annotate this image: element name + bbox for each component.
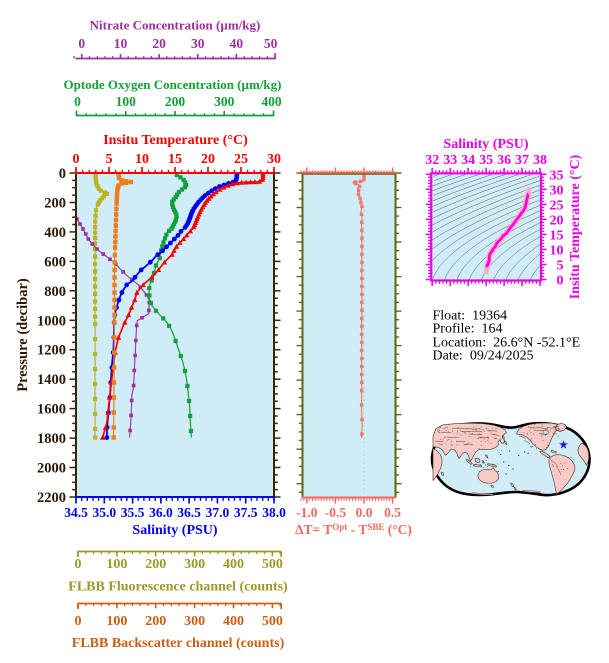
svg-text:10: 10 [135,152,149,167]
svg-text:300: 300 [214,94,235,109]
svg-text:32: 32 [425,153,439,168]
svg-text:1200: 1200 [37,343,66,359]
svg-text:Salinity (PSU): Salinity (PSU) [443,137,529,152]
svg-text:ΔT= TOpt - TSBE (°C): ΔT= TOpt - TSBE (°C) [295,522,412,537]
svg-text:50: 50 [264,36,278,51]
svg-text:34.5: 34.5 [64,505,88,520]
svg-text:0: 0 [557,274,564,289]
svg-text:Optode Oxygen Concentration (µ: Optode Oxygen Concentration (µm/kg) [63,77,281,92]
svg-text:200: 200 [145,614,166,629]
svg-text:0: 0 [59,166,66,182]
svg-text:600: 600 [44,254,66,270]
svg-text:Location: 26.6°N -52.1°E: Location: 26.6°N -52.1°E [433,336,581,351]
svg-text:200: 200 [145,557,166,572]
svg-text:20: 20 [201,152,215,167]
svg-text:10: 10 [114,36,128,51]
svg-text:37.0: 37.0 [206,505,230,520]
svg-text:2200: 2200 [37,490,66,506]
svg-text:34: 34 [461,153,475,168]
svg-text:FLBB Fluorescence channel (cou: FLBB Fluorescence channel (counts) [68,580,288,595]
svg-text:30: 30 [267,152,281,167]
svg-text:300: 300 [184,614,205,629]
svg-text:Float: 19364: Float: 19364 [433,309,508,324]
svg-text:500: 500 [262,557,283,572]
svg-text:400: 400 [44,225,66,241]
svg-text:35: 35 [550,168,564,183]
svg-text:0: 0 [78,36,85,51]
svg-text:0: 0 [73,152,80,167]
svg-text:15: 15 [550,228,564,243]
svg-text:300: 300 [184,557,205,572]
svg-text:25: 25 [550,198,564,213]
svg-text:FLBB Backscatter channel (coun: FLBB Backscatter channel (counts) [72,636,285,651]
svg-text:37.5: 37.5 [234,505,258,520]
svg-text:Nitrate Concentration (µm/kg): Nitrate Concentration (µm/kg) [90,18,261,33]
svg-text:1400: 1400 [37,372,66,388]
svg-text:25: 25 [234,152,248,167]
svg-text:5: 5 [106,152,113,167]
svg-text:0.0: 0.0 [356,505,373,520]
svg-text:200: 200 [44,196,66,212]
svg-text:Date: 09/24/2025: Date: 09/24/2025 [433,349,534,364]
svg-text:Insitu Temperature (°C): Insitu Temperature (°C) [103,133,248,148]
svg-text:30: 30 [191,36,205,51]
svg-text:35: 35 [479,153,493,168]
svg-text:Salinity (PSU): Salinity (PSU) [132,523,218,538]
svg-text:15: 15 [168,152,182,167]
svg-text:100: 100 [116,94,137,109]
svg-text:38: 38 [533,153,547,168]
svg-text:33: 33 [443,153,457,168]
svg-text:-0.5: -0.5 [325,505,347,520]
svg-text:20: 20 [152,36,166,51]
svg-text:1600: 1600 [37,402,66,418]
svg-text:38.0: 38.0 [262,505,286,520]
svg-text:-1.0: -1.0 [296,505,318,520]
svg-text:Insitu Temperature (°C): Insitu Temperature (°C) [568,154,583,299]
svg-text:1800: 1800 [37,431,66,447]
svg-text:Profile: 164: Profile: 164 [433,322,503,337]
svg-text:400: 400 [223,557,244,572]
svg-text:1000: 1000 [37,313,66,329]
svg-text:36: 36 [497,153,511,168]
svg-text:36.0: 36.0 [149,505,173,520]
svg-text:20: 20 [550,213,564,228]
svg-text:36.5: 36.5 [177,505,201,520]
svg-text:800: 800 [44,284,66,300]
svg-text:400: 400 [223,614,244,629]
svg-text:200: 200 [165,94,186,109]
svg-text:40: 40 [230,36,244,51]
svg-text:35.0: 35.0 [92,505,116,520]
svg-text:400: 400 [261,94,282,109]
svg-text:5: 5 [557,259,564,274]
svg-text:100: 100 [106,557,127,572]
svg-text:0: 0 [75,614,82,629]
svg-text:2000: 2000 [37,461,66,477]
svg-text:100: 100 [106,614,127,629]
svg-text:37: 37 [515,153,529,168]
svg-text:35.5: 35.5 [121,505,145,520]
svg-text:Pressure (decibar): Pressure (decibar) [15,278,31,392]
svg-text:10: 10 [550,243,564,258]
svg-text:0.5: 0.5 [384,505,401,520]
svg-text:30: 30 [550,183,564,198]
svg-text:500: 500 [262,614,283,629]
svg-text:0: 0 [75,557,82,572]
svg-text:0: 0 [74,94,81,109]
